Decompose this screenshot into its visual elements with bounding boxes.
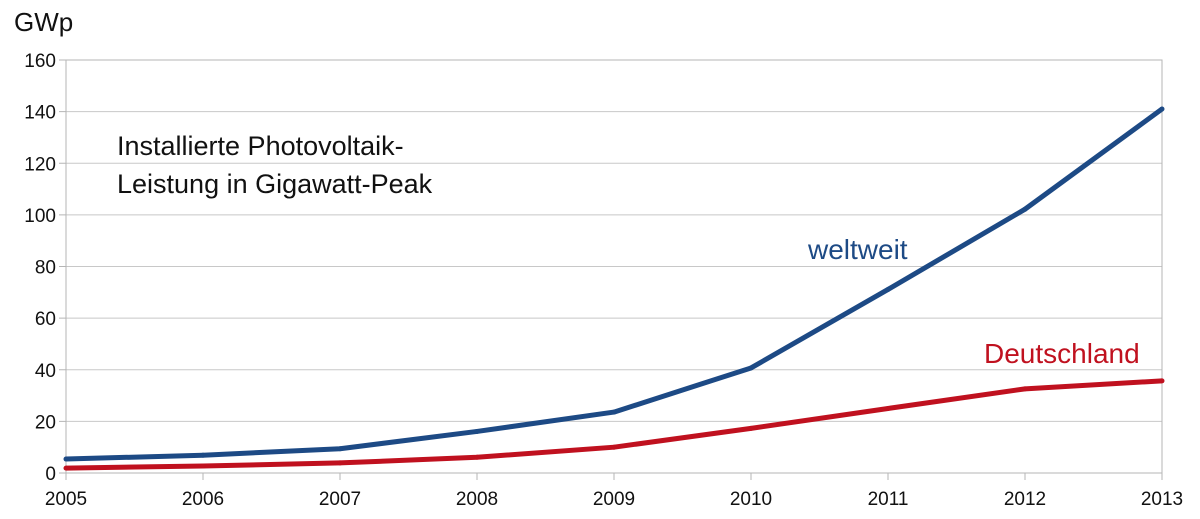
x-tick-label-2011: 2011 [868, 489, 909, 510]
y-tick-label-20: 20 [35, 412, 56, 433]
data-point-0-0 [63, 456, 69, 462]
y-tick-label-0: 0 [45, 464, 56, 485]
x-tick-label-2013: 2013 [1141, 489, 1183, 510]
data-point-0-3 [474, 428, 480, 434]
data-point-1-2 [337, 460, 343, 466]
y-tick-label-160: 160 [24, 51, 56, 72]
y-tick-label-120: 120 [24, 154, 56, 175]
data-point-1-3 [474, 454, 480, 460]
data-point-0-8 [1159, 106, 1165, 112]
series-label-deutschland: Deutschland [984, 338, 1140, 369]
x-tick-label-2007: 2007 [319, 489, 361, 510]
data-point-1-4 [611, 444, 617, 450]
x-axis: 2005 2006 2007 2008 2009 2010 2011 2012 2013 [45, 473, 1183, 510]
data-point-1-5 [748, 425, 754, 431]
data-point-1-7 [1022, 386, 1028, 392]
data-point-1-6 [885, 405, 891, 411]
x-tick-label-2008: 2008 [456, 489, 498, 510]
series-label-weltweit: weltweit [807, 234, 908, 265]
data-point-0-6 [885, 286, 891, 292]
data-point-0-1 [200, 452, 206, 458]
y-tick-label-80: 80 [35, 258, 56, 279]
data-point-1-0 [63, 465, 69, 471]
series-lines [63, 106, 1165, 471]
data-point-1-1 [200, 463, 206, 469]
y-tick-label-60: 60 [35, 309, 56, 330]
x-tick-label-2010: 2010 [730, 489, 772, 510]
y-axis-label: GWp [14, 7, 73, 37]
y-tick-label-140: 140 [24, 103, 56, 124]
data-point-0-2 [337, 446, 343, 452]
data-point-0-5 [748, 365, 754, 371]
series-line-0 [65, 107, 1164, 462]
x-tick-label-2012: 2012 [1004, 489, 1046, 510]
x-tick-label-2005: 2005 [45, 489, 87, 510]
x-tick-label-2009: 2009 [593, 489, 635, 510]
chart-title-line-2: Leistung in Gigawatt-Peak [117, 169, 433, 199]
data-point-0-4 [611, 409, 617, 415]
data-point-0-7 [1022, 206, 1028, 212]
data-point-1-8 [1159, 378, 1165, 384]
x-tick-label-2006: 2006 [182, 489, 224, 510]
y-tick-label-40: 40 [35, 361, 56, 382]
y-axis: 0 20 40 60 80 100 120 140 160 [24, 51, 66, 485]
y-tick-label-100: 100 [24, 206, 56, 227]
chart-title-line-1: Installierte Photovoltaik- [117, 131, 404, 161]
